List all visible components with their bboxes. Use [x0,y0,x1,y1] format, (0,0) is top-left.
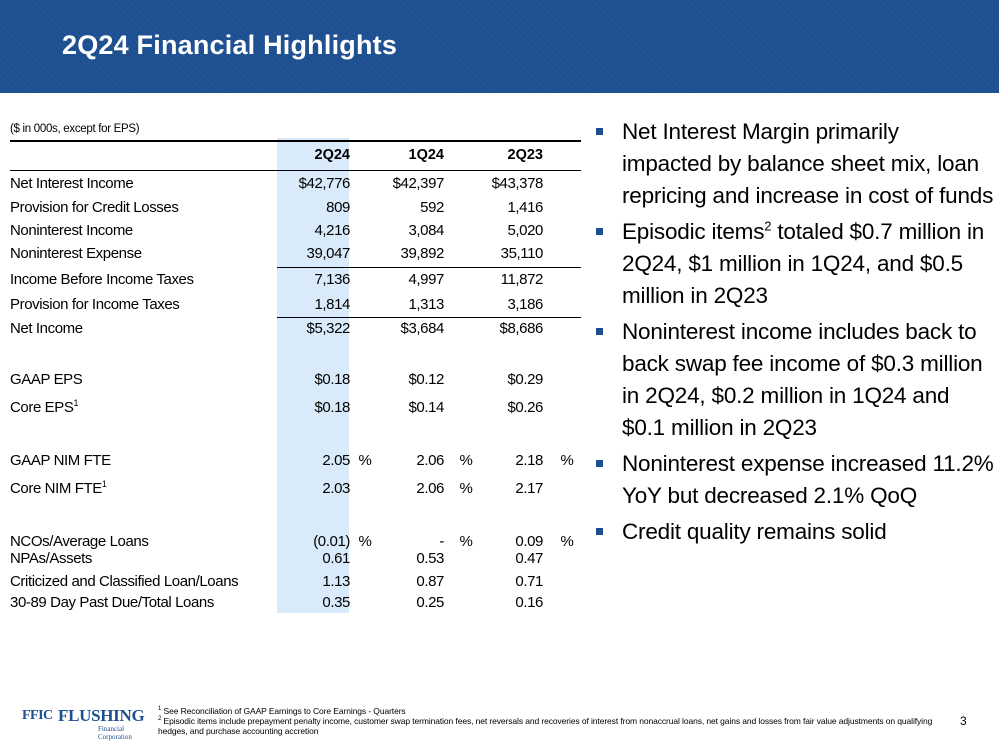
cell-value: - [439,533,444,550]
list-item: Net Interest Margin primarily impacted b… [594,116,994,212]
cell-value: $8,686 [499,320,544,337]
column-header-1q24: 1Q24 [408,147,444,163]
row-label: NCOs/Average Loans [10,533,149,550]
cell-value: $0.18 [314,371,350,388]
cell-value: $0.12 [408,371,444,388]
list-item: Noninterest income includes back to back… [594,316,994,444]
percent-sign: % [560,533,574,550]
list-item: Episodic items2 totaled $0.7 million in … [594,216,994,312]
cell-value: 0.47 [515,550,543,567]
row-label: Provision for Income Taxes [10,296,180,313]
total-rule [277,317,581,318]
cell-value: 0.09 [515,533,543,550]
cell-value: 5,020 [507,222,543,239]
bullet-square-icon [596,128,603,135]
bullet-square-icon [596,228,603,235]
cell-value: $0.26 [507,399,543,416]
title-banner: 2Q24 Financial Highlights [0,0,999,93]
row-label: Noninterest Income [10,222,133,239]
percent-sign: % [459,452,473,469]
row-label: Criticized and Classified Loan/Loans [10,573,239,590]
row-label: GAAP EPS [10,371,83,388]
row-label: Core NIM FTE1 [10,479,107,498]
cell-value: 3,084 [408,222,444,239]
cell-value: 7,136 [314,271,350,288]
cell-value: $43,378 [491,175,544,192]
row-label: 30-89 Day Past Due/Total Loans [10,594,214,611]
column-header-2q24: 2Q24 [314,147,350,163]
percent-sign: % [459,533,473,550]
page-title: 2Q24 Financial Highlights [62,30,398,60]
cell-value: 11,872 [500,271,544,288]
cell-value: 809 [326,199,350,216]
cell-value: 39,892 [400,245,445,262]
units-note: ($ in 000s, except for EPS) [10,123,140,135]
row-label: Provision for Credit Losses [10,199,179,216]
page-number: 3 [960,714,967,728]
cell-value: 1,814 [314,296,350,313]
row-label: Income Before Income Taxes [10,271,194,288]
cell-value: 2.18 [515,452,543,469]
cell-value: 2.17 [515,480,543,497]
footnote-ref: 2 [764,218,772,234]
column-header-2q23: 2Q23 [507,147,543,163]
cell-value: 1,313 [408,296,444,313]
footnote-ref: 1 [101,479,107,489]
header-rule [10,170,581,171]
cell-value: 0.53 [416,550,444,567]
bullet-square-icon [596,460,603,467]
cell-value: 2.06 [416,452,444,469]
row-label: Core EPS1 [10,398,79,417]
highlights-list: Net Interest Margin primarily impacted b… [594,116,994,552]
cell-value: $0.14 [408,399,444,416]
cell-value: 0.71 [515,573,543,590]
list-item: Noninterest expense increased 11.2% YoY … [594,448,994,512]
cell-value: 35,110 [500,245,544,262]
cell-value: $0.29 [507,371,543,388]
footnote: 2 Episodic items include prepayment pena… [158,716,933,736]
cell-value: 0.25 [416,594,444,611]
cell-value: (0.01) [313,533,350,550]
footnote-ref: 1 [73,398,79,408]
cell-value: 592 [420,199,444,216]
bullet-square-icon [596,528,603,535]
company-logo: FFIC FLUSHING Financial Corporation [22,706,154,741]
row-label: GAAP NIM FTE [10,452,111,469]
cell-value: 4,997 [408,271,444,288]
cell-value: 2.06 [416,480,444,497]
percent-sign: % [459,480,473,497]
bullet-square-icon [596,328,603,335]
table-top-rule [10,140,581,142]
cell-value: $42,776 [298,175,351,192]
cell-value: $42,397 [392,175,445,192]
logo-subtitle: Financial Corporation [98,725,132,741]
cell-value: 4,216 [314,222,350,239]
list-item: Credit quality remains solid [594,516,994,548]
current-quarter-highlight [277,138,349,613]
cell-value: 0.87 [416,573,444,590]
row-label: Net Interest Income [10,175,134,192]
cell-value: 3,186 [507,296,543,313]
row-label: Noninterest Expense [10,245,142,262]
cell-value: 1,416 [507,199,543,216]
footnote: 1 See Reconciliation of GAAP Earnings to… [158,706,406,716]
percent-sign: % [358,533,372,550]
row-label: NPAs/Assets [10,550,93,567]
percent-sign: % [560,452,574,469]
cell-value: 1.13 [322,573,350,590]
logo-name: FLUSHING [58,706,145,725]
cell-value: 39,047 [306,245,351,262]
cell-value: $3,684 [400,320,445,337]
percent-sign: % [358,452,372,469]
cell-value: 0.16 [515,594,543,611]
cell-value: $0.18 [314,399,350,416]
row-label: Net Income [10,320,83,337]
cell-value: 2.05 [322,452,350,469]
cell-value: 0.35 [322,594,350,611]
cell-value: $5,322 [306,320,351,337]
cell-value: 0.61 [322,550,350,567]
subtotal-rule [277,267,581,268]
cell-value: 2.03 [322,480,350,497]
logo-ffic: FFIC [22,708,53,723]
